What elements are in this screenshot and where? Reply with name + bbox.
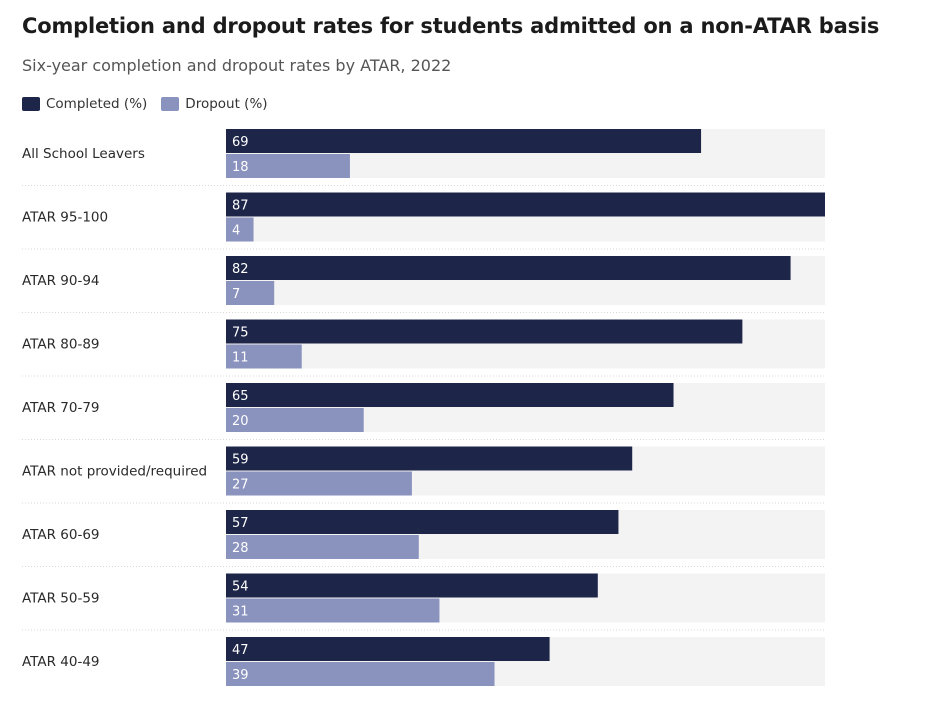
- bar-completed: [226, 573, 598, 598]
- data-label-dropout: 11: [232, 351, 249, 366]
- bar-completed: [226, 446, 633, 471]
- data-label-dropout: 31: [232, 605, 249, 620]
- legend-label-dropout: Dropout (%): [185, 96, 268, 112]
- data-label-completed: 82: [232, 262, 249, 277]
- bar-completed: [226, 637, 550, 661]
- data-label-completed: 87: [232, 199, 249, 214]
- bar-completed: [226, 383, 674, 407]
- category-label: ATAR 90-94: [22, 273, 100, 289]
- chart-title: Completion and dropout rates for student…: [22, 14, 880, 38]
- category-label: All School Leavers: [22, 146, 145, 162]
- bar-dropout: [226, 344, 302, 369]
- data-label-dropout: 27: [232, 478, 249, 493]
- bar-dropout: [226, 598, 440, 623]
- category-label: ATAR 50-59: [22, 591, 100, 607]
- category-label: ATAR 40-49: [22, 654, 100, 670]
- bar-dropout: [226, 154, 350, 178]
- bar-completed: [226, 319, 743, 344]
- data-label-completed: 54: [232, 580, 249, 595]
- bar-dropout: [226, 471, 412, 496]
- bar-completed: [226, 256, 791, 280]
- bar-completed: [226, 192, 825, 217]
- legend: Completed (%) Dropout (%): [22, 96, 282, 112]
- bar-dropout: [226, 535, 419, 559]
- data-label-completed: 75: [232, 326, 249, 341]
- data-label-dropout: 18: [232, 160, 249, 175]
- data-label-completed: 47: [232, 643, 249, 658]
- data-label-dropout: 28: [232, 541, 249, 556]
- data-label-dropout: 39: [232, 668, 249, 683]
- bar-dropout: [226, 408, 364, 432]
- data-label-dropout: 7: [232, 287, 240, 302]
- legend-swatch-dropout: [161, 97, 180, 111]
- legend-swatch-completed: [22, 97, 40, 111]
- bar-dropout: [226, 217, 254, 242]
- chart-subtitle: Six-year completion and dropout rates by…: [22, 56, 452, 75]
- legend-item-dropout: Dropout (%): [161, 96, 268, 112]
- data-label-dropout: 20: [232, 414, 249, 429]
- category-label: ATAR 80-89: [22, 337, 100, 353]
- bar-dropout: [226, 281, 275, 305]
- legend-item-completed: Completed (%): [22, 96, 147, 112]
- data-label-completed: 65: [232, 389, 249, 404]
- bar-dropout: [226, 662, 495, 686]
- data-label-completed: 59: [232, 453, 249, 468]
- data-label-completed: 69: [232, 135, 249, 150]
- category-label: ATAR 60-69: [22, 527, 100, 543]
- legend-label-completed: Completed (%): [46, 96, 148, 112]
- bar-completed: [226, 510, 619, 534]
- data-label-completed: 57: [232, 516, 249, 531]
- category-label: ATAR 70-79: [22, 400, 100, 416]
- data-label-dropout: 4: [232, 224, 240, 239]
- bar-completed: [226, 129, 702, 153]
- category-label: ATAR 95-100: [22, 210, 108, 226]
- category-label: ATAR not provided/required: [22, 464, 207, 480]
